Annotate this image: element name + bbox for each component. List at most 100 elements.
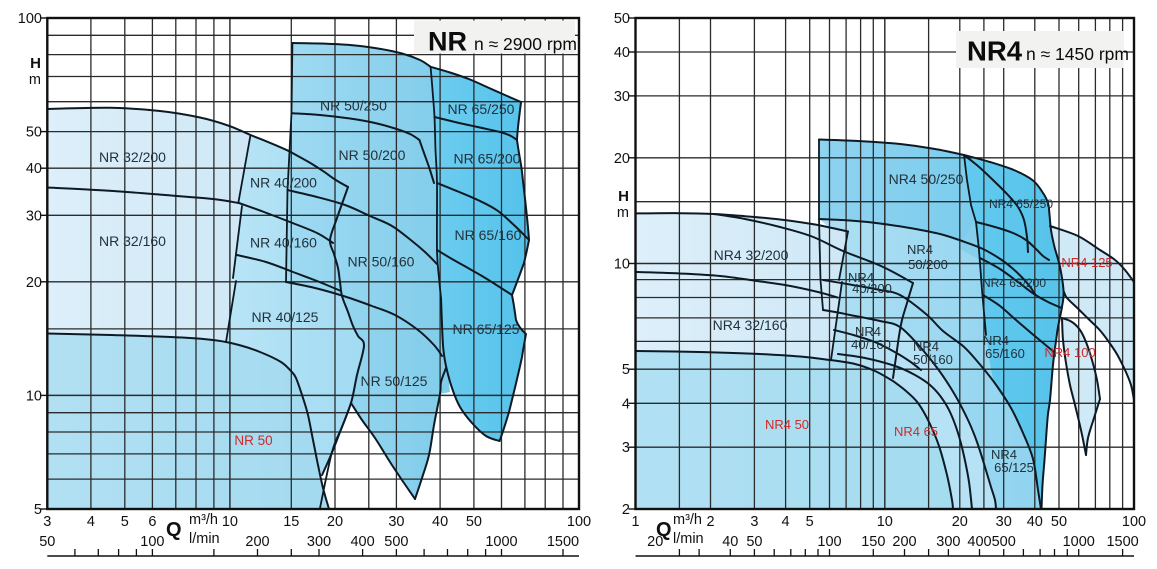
svg-text:l/min: l/min	[189, 531, 220, 547]
svg-text:50: 50	[26, 125, 42, 141]
svg-text:50: 50	[39, 534, 55, 550]
svg-text:NR4 32/160: NR4 32/160	[713, 317, 788, 333]
svg-text:NR 40/160: NR 40/160	[250, 235, 317, 251]
svg-text:200: 200	[245, 534, 269, 550]
svg-text:2: 2	[622, 502, 630, 518]
svg-text:150: 150	[861, 534, 885, 550]
svg-text:65/125: 65/125	[994, 460, 1034, 475]
svg-text:m: m	[617, 205, 629, 221]
svg-text:1000: 1000	[485, 534, 517, 550]
svg-text:Q: Q	[656, 519, 672, 541]
svg-text:40: 40	[614, 45, 630, 61]
svg-text:NR4: NR4	[855, 324, 881, 339]
svg-text:20: 20	[327, 514, 343, 530]
svg-text:50: 50	[1051, 514, 1067, 530]
svg-text:NR 40/200: NR 40/200	[250, 175, 317, 191]
svg-text:3: 3	[43, 514, 51, 530]
svg-text:m³/h: m³/h	[189, 512, 218, 528]
svg-text:NR 40/125: NR 40/125	[252, 309, 319, 325]
svg-text:NR 50/200: NR 50/200	[339, 147, 406, 163]
svg-text:NR 65/125: NR 65/125	[453, 321, 520, 337]
svg-text:n ≈ 1450 rpm: n ≈ 1450 rpm	[1026, 44, 1129, 64]
svg-text:10: 10	[26, 388, 42, 404]
svg-text:NR4: NR4	[983, 333, 1009, 348]
svg-text:NR 65/200: NR 65/200	[454, 151, 521, 167]
svg-text:H: H	[618, 188, 629, 205]
svg-text:4: 4	[622, 396, 630, 412]
svg-text:1500: 1500	[1106, 534, 1138, 550]
svg-text:10: 10	[877, 514, 893, 530]
svg-text:3: 3	[622, 440, 630, 456]
svg-text:5: 5	[622, 362, 630, 378]
svg-text:NR4 125: NR4 125	[1061, 255, 1112, 270]
svg-text:5: 5	[806, 514, 814, 530]
svg-text:100: 100	[18, 11, 42, 27]
svg-text:50/160: 50/160	[913, 352, 953, 367]
svg-text:400: 400	[967, 534, 991, 550]
svg-text:NR: NR	[428, 26, 467, 56]
svg-text:500: 500	[384, 534, 408, 550]
svg-text:4: 4	[87, 514, 95, 530]
svg-text:6: 6	[148, 514, 156, 530]
svg-text:100: 100	[817, 534, 841, 550]
svg-text:NR 50/160: NR 50/160	[348, 254, 415, 270]
svg-text:n ≈ 2900 rpm: n ≈ 2900 rpm	[474, 34, 577, 54]
svg-text:NR 50/125: NR 50/125	[361, 373, 428, 389]
svg-text:NR4: NR4	[907, 242, 933, 257]
svg-text:1: 1	[631, 514, 639, 530]
svg-text:NR 65/160: NR 65/160	[455, 227, 522, 243]
svg-text:400: 400	[350, 534, 374, 550]
svg-text:20: 20	[647, 534, 663, 550]
svg-text:1500: 1500	[547, 534, 579, 550]
svg-text:NR 50/250: NR 50/250	[320, 98, 387, 114]
svg-text:NR4: NR4	[991, 447, 1017, 462]
svg-text:NR4: NR4	[967, 36, 1023, 67]
svg-text:2: 2	[706, 514, 714, 530]
svg-text:NR4 65/200: NR4 65/200	[982, 276, 1046, 290]
svg-text:NR 65/250: NR 65/250	[448, 101, 515, 117]
svg-text:40/200: 40/200	[852, 281, 892, 296]
svg-text:NR4 32/200: NR4 32/200	[714, 247, 789, 263]
svg-text:10: 10	[614, 257, 630, 273]
svg-text:20: 20	[26, 275, 42, 291]
svg-text:50: 50	[466, 514, 482, 530]
svg-text:NR4 65/250: NR4 65/250	[989, 197, 1053, 211]
svg-text:100: 100	[1122, 514, 1146, 530]
svg-text:NR4: NR4	[848, 270, 874, 285]
svg-text:15: 15	[283, 514, 299, 530]
svg-text:Q: Q	[166, 519, 182, 541]
svg-text:200: 200	[892, 534, 916, 550]
svg-text:3: 3	[750, 514, 758, 530]
svg-text:50: 50	[614, 11, 630, 27]
svg-text:500: 500	[992, 534, 1016, 550]
svg-text:NR 50: NR 50	[234, 433, 272, 448]
svg-text:300: 300	[936, 534, 960, 550]
svg-text:65/160: 65/160	[985, 346, 1025, 361]
svg-text:40: 40	[26, 161, 42, 177]
svg-text:30: 30	[388, 514, 404, 530]
svg-text:30: 30	[614, 89, 630, 105]
svg-text:100: 100	[140, 534, 164, 550]
svg-text:NR 32/160: NR 32/160	[99, 233, 166, 249]
svg-text:NR4: NR4	[913, 339, 939, 354]
svg-text:20: 20	[952, 514, 968, 530]
svg-text:10: 10	[222, 514, 238, 530]
svg-text:50/200: 50/200	[908, 257, 948, 272]
svg-text:300: 300	[307, 534, 331, 550]
svg-text:40/160: 40/160	[851, 337, 891, 352]
svg-text:5: 5	[121, 514, 129, 530]
svg-text:5: 5	[34, 502, 42, 518]
svg-text:30: 30	[26, 208, 42, 224]
svg-text:NR4 50/250: NR4 50/250	[889, 171, 964, 187]
svg-text:20: 20	[614, 151, 630, 167]
svg-text:H: H	[30, 55, 41, 72]
svg-text:m³/h: m³/h	[673, 512, 702, 528]
svg-text:m: m	[29, 72, 41, 88]
svg-text:40: 40	[722, 534, 738, 550]
svg-text:30: 30	[996, 514, 1012, 530]
svg-text:NR4 50: NR4 50	[765, 417, 809, 432]
svg-text:40: 40	[1027, 514, 1043, 530]
svg-text:40: 40	[432, 514, 448, 530]
svg-text:1000: 1000	[1063, 534, 1095, 550]
svg-text:NR4 65: NR4 65	[894, 424, 938, 439]
